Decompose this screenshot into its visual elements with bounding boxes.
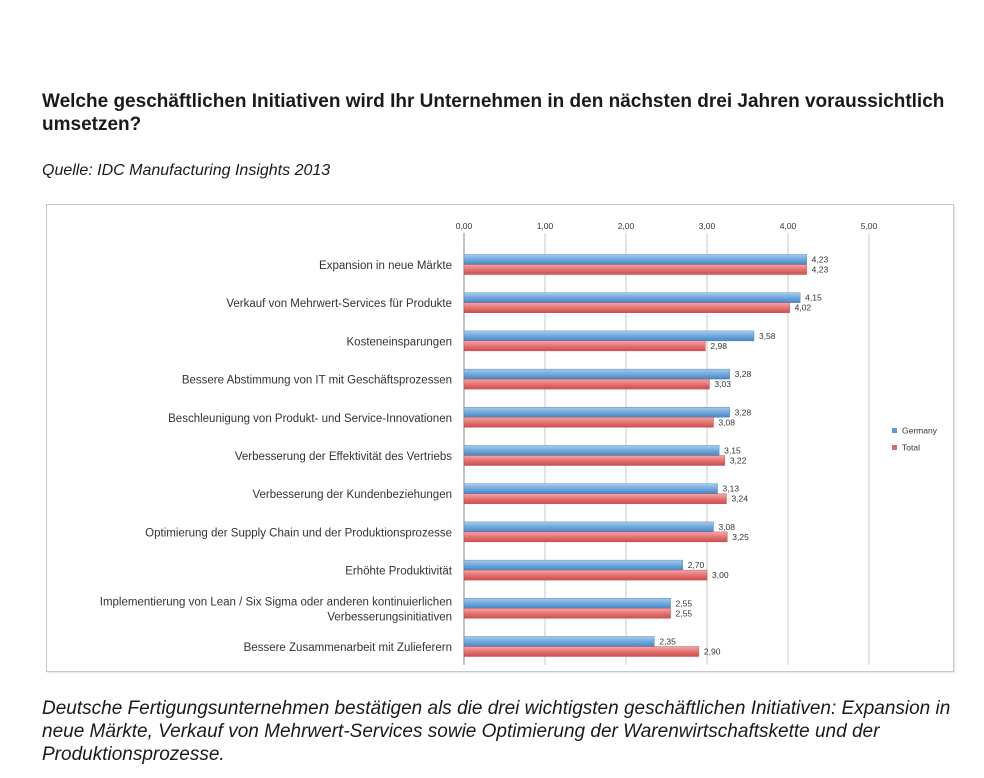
data-label: 3,03 (714, 379, 731, 389)
bar-chart: 0,00 1,00 2,00 3,00 4,00 5,00 Expansion in neu… (100, 221, 938, 665)
bar-total (463, 608, 671, 619)
bar-total (463, 569, 708, 581)
category-label: Optimierung der Supply Chain und der Pro… (145, 527, 452, 539)
bar-total (463, 531, 728, 543)
data-label: 3,15 (724, 446, 741, 456)
category-label: Verbesserung der Kundenbeziehungen (253, 489, 453, 501)
data-label: 2,55 (676, 598, 693, 608)
data-label: 3,00 (712, 570, 729, 580)
data-label: 3,08 (718, 522, 735, 532)
x-tick-label: 1,00 (537, 221, 554, 231)
x-tick-label: 5,00 (861, 221, 878, 231)
data-label: 3,08 (718, 417, 735, 427)
data-label: 2,90 (704, 647, 721, 657)
bar-germany (463, 254, 807, 265)
category-label: Verbesserung der Effektivität des Vertri… (235, 451, 452, 463)
bar-total (463, 378, 710, 390)
category-label: Bessere Abstimmung von IT mit Geschäftsp… (182, 375, 452, 387)
data-label: 3,58 (759, 331, 776, 341)
bar-germany (463, 598, 671, 609)
legend-swatch-germany (892, 428, 897, 433)
source-note: Quelle: IDC Manufacturing Insights 2013 (42, 162, 331, 179)
data-label: 4,23 (812, 265, 829, 275)
legend-swatch-total (892, 445, 897, 450)
bar-germany (463, 483, 718, 494)
bar-total (463, 302, 790, 313)
bar-total (463, 646, 700, 657)
bar-germany (463, 559, 683, 571)
x-tick-label: 3,00 (699, 221, 716, 231)
legend-label: Total (902, 443, 920, 453)
bar-total (463, 417, 714, 428)
data-label: 3,22 (730, 456, 747, 466)
data-label: 3,28 (735, 369, 752, 379)
data-label: 3,24 (731, 494, 748, 504)
category-label: Bessere Zusammenarbeit mit Zulieferern (244, 642, 452, 654)
bar-total (463, 493, 727, 504)
bar-germany (463, 521, 714, 533)
bar-germany (463, 407, 730, 418)
category-label: Erhöhte Produktivität (345, 566, 453, 578)
category-label: Implementierung von Lean / Six Sigma ode… (100, 596, 452, 608)
category-label: Verbesserungsinitiativen (327, 611, 452, 623)
bar-germany (463, 292, 801, 303)
data-label: 2,35 (659, 637, 676, 647)
data-label: 4,23 (812, 255, 829, 265)
bar-germany (463, 368, 730, 380)
legend-label: Germany (902, 426, 938, 436)
bar-total (463, 340, 706, 352)
data-label: 2,98 (710, 341, 727, 351)
data-label: 4,02 (795, 303, 812, 313)
bar-germany (463, 330, 755, 342)
bar-total (463, 264, 807, 275)
data-label: 3,25 (732, 532, 749, 542)
page-headline: Welche geschäftlichen Initiativen wird I… (42, 91, 945, 135)
x-tick-label: 2,00 (618, 221, 635, 231)
category-label: Verkauf von Mehrwert-Services für Produk… (226, 298, 452, 310)
bar-germany (463, 445, 720, 456)
category-label: Kosteneinsparungen (347, 336, 453, 348)
data-label: 3,13 (723, 484, 740, 494)
bar-total (463, 455, 726, 466)
data-label: 3,28 (735, 407, 752, 417)
x-tick-label: 0,00 (456, 221, 473, 231)
category-label: Beschleunigung von Produkt- und Service-… (168, 413, 452, 425)
data-label: 2,55 (676, 608, 693, 618)
bar-germany (463, 636, 655, 647)
category-label: Expansion in neue Märkte (319, 260, 452, 272)
summary-caption: Deutsche Fertigungsunternehmen bestätige… (42, 698, 951, 765)
x-tick-label: 4,00 (780, 221, 797, 231)
data-label: 4,15 (805, 293, 822, 303)
chart-frame: 0,00 1,00 2,00 3,00 4,00 5,00 Expansion in neu… (46, 204, 954, 672)
data-label: 2,70 (688, 560, 705, 570)
